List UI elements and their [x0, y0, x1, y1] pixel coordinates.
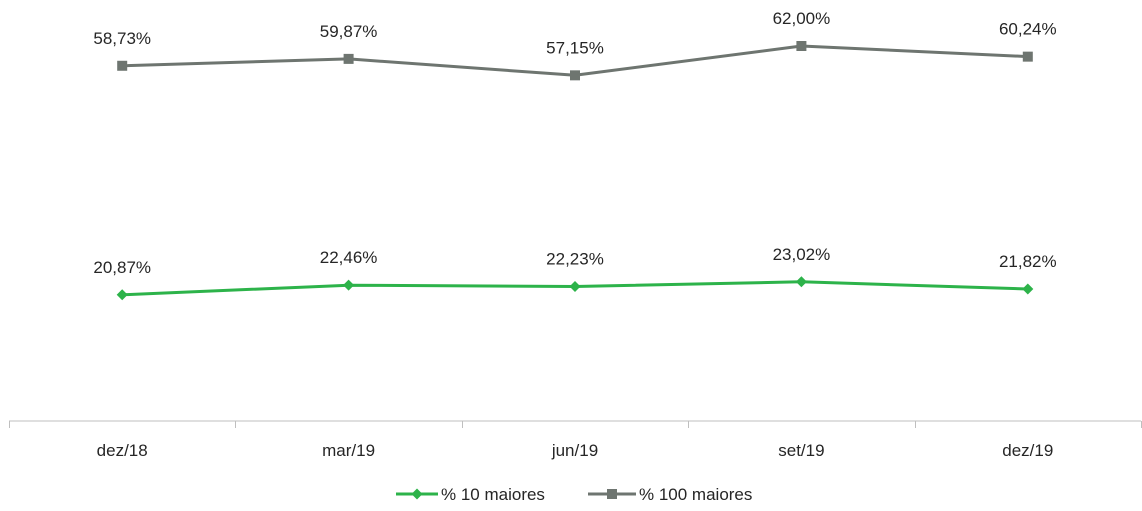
data-point	[1022, 51, 1033, 62]
data-label: 20,87%	[93, 258, 151, 277]
data-point	[795, 276, 807, 288]
x-tick-label: set/19	[778, 441, 824, 460]
series-1: 20,87% 22,46% 22,23% 23,02% 21,82%	[93, 245, 1057, 301]
legend-entry: % 100 maiores	[588, 485, 752, 504]
data-point	[796, 41, 807, 51]
data-label: 62,00%	[773, 9, 831, 28]
legend-label: % 100 maiores	[639, 485, 752, 504]
data-point	[117, 60, 128, 71]
x-tick-label: jun/19	[551, 441, 598, 460]
data-point	[1022, 283, 1034, 295]
series-layer: 20,87% 22,46% 22,23% 23,02% 21,82% 58,73% 59,8…	[93, 9, 1057, 301]
data-label: 22,46%	[320, 248, 378, 267]
legend-label: % 10 maiores	[441, 485, 545, 504]
data-point	[343, 279, 355, 291]
data-point	[116, 289, 128, 301]
data-point	[343, 53, 354, 64]
data-label: 22,23%	[546, 250, 604, 269]
legend-marker	[607, 489, 617, 499]
data-label: 23,02%	[773, 245, 831, 264]
legend-entry: % 10 maiores	[396, 485, 545, 504]
data-label: 59,87%	[320, 22, 378, 41]
data-label: 21,82%	[999, 252, 1057, 271]
x-axis: dez/18 mar/19 jun/19 set/19 dez/19	[9, 420, 1142, 460]
legend-marker	[411, 488, 423, 500]
legend: % 10 maiores % 100 maiores	[396, 485, 752, 504]
data-point	[570, 70, 580, 81]
x-tick-label: dez/18	[97, 441, 148, 460]
data-label: 57,15%	[546, 38, 604, 57]
data-label: 58,73%	[93, 29, 151, 48]
x-tick-label: mar/19	[322, 441, 375, 460]
data-label: 60,24%	[999, 20, 1057, 39]
x-tick-label: dez/19	[1002, 441, 1053, 460]
series-2: 58,73% 59,87% 57,15% 62,00% 60,24%	[93, 9, 1057, 81]
data-point	[569, 281, 581, 293]
